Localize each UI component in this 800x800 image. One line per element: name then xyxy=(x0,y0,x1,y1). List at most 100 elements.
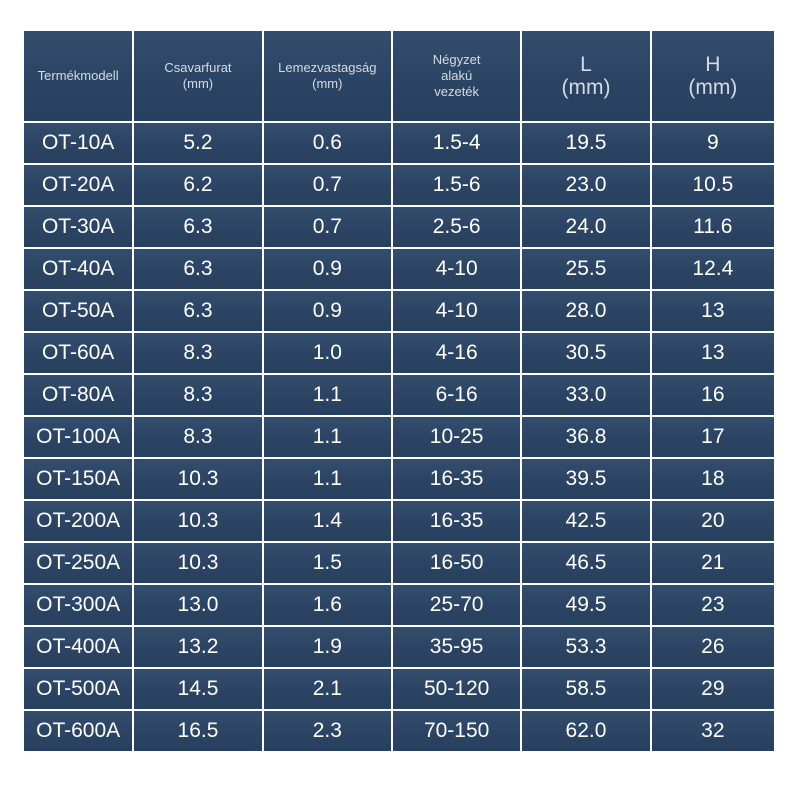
cell-length: 49.5 xyxy=(522,585,650,625)
cell-screw-hole: 5.2 xyxy=(134,123,262,163)
cell-square-wire: 16-35 xyxy=(392,501,521,541)
table-row: OT-30A 6.3 0.7 2.5-6 24.0 11.6 xyxy=(24,207,774,247)
cell-height: 17 xyxy=(651,417,774,457)
cell-model: OT-30A xyxy=(24,207,133,247)
spec-table-container: Termékmodell Csavarfurat (mm) Lemezvasta… xyxy=(24,31,778,769)
table-body: OT-10A 5.2 0.6 1.5-4 19.5 9 OT-20A 6.2 0.7 1.5-6 2… xyxy=(24,123,774,751)
cell-model: OT-600A xyxy=(24,711,133,751)
cell-height: 16 xyxy=(651,375,774,415)
cell-height: 21 xyxy=(651,543,774,583)
cell-screw-hole: 6.3 xyxy=(134,249,262,289)
cell-screw-hole: 8.3 xyxy=(134,375,262,415)
cell-height: 12.4 xyxy=(651,249,774,289)
cell-plate-thickness: 1.1 xyxy=(263,417,391,457)
cell-model: OT-400A xyxy=(24,627,133,667)
cell-plate-thickness: 1.1 xyxy=(263,459,391,499)
cell-height: 26 xyxy=(651,627,774,667)
cell-model: OT-100A xyxy=(24,417,133,457)
cell-model: OT-60A xyxy=(24,333,133,373)
cell-plate-thickness: 1.9 xyxy=(263,627,391,667)
table-row: OT-250A 10.3 1.5 16-50 46.5 21 xyxy=(24,543,774,583)
cell-square-wire: 16-50 xyxy=(392,543,521,583)
cell-screw-hole: 8.3 xyxy=(134,333,262,373)
cell-screw-hole: 10.3 xyxy=(134,459,262,499)
cell-plate-thickness: 0.7 xyxy=(263,207,391,247)
header-height: H (mm) xyxy=(651,31,774,121)
cell-square-wire: 4-10 xyxy=(392,249,521,289)
header-unit: (mm) xyxy=(182,76,214,91)
table-row: OT-10A 5.2 0.6 1.5-4 19.5 9 xyxy=(24,123,774,163)
cell-screw-hole: 13.0 xyxy=(134,585,262,625)
table-row: OT-40A 6.3 0.9 4-10 25.5 12.4 xyxy=(24,249,774,289)
header-label: vezeték xyxy=(434,84,480,100)
cell-height: 20 xyxy=(651,501,774,541)
header-label: Csavarfurat xyxy=(164,59,232,75)
header-screw-hole: Csavarfurat (mm) xyxy=(134,31,262,121)
cell-square-wire: 10-25 xyxy=(392,417,521,457)
table-row: OT-150A 10.3 1.1 16-35 39.5 18 xyxy=(24,459,774,499)
cell-model: OT-150A xyxy=(24,459,133,499)
cell-square-wire: 16-35 xyxy=(392,459,521,499)
cell-length: 53.3 xyxy=(522,627,650,667)
header-label: Lemezvastagság xyxy=(278,59,377,75)
cell-screw-hole: 6.2 xyxy=(134,165,262,205)
cell-plate-thickness: 2.1 xyxy=(263,669,391,709)
cell-plate-thickness: 2.3 xyxy=(263,711,391,751)
cell-model: OT-500A xyxy=(24,669,133,709)
cell-height: 10.5 xyxy=(651,165,774,205)
table-row: OT-100A 8.3 1.1 10-25 36.8 17 xyxy=(24,417,774,457)
cell-plate-thickness: 0.7 xyxy=(263,165,391,205)
header-square-wire: Négyzet alakú vezeték xyxy=(392,31,521,121)
cell-model: OT-20A xyxy=(24,165,133,205)
cell-plate-thickness: 1.5 xyxy=(263,543,391,583)
cell-length: 62.0 xyxy=(522,711,650,751)
cell-height: 13 xyxy=(651,291,774,331)
cell-square-wire: 25-70 xyxy=(392,585,521,625)
cell-model: OT-80A xyxy=(24,375,133,415)
cell-length: 23.0 xyxy=(522,165,650,205)
header-label: L xyxy=(580,52,592,76)
cell-plate-thickness: 1.6 xyxy=(263,585,391,625)
cell-screw-hole: 14.5 xyxy=(134,669,262,709)
cell-plate-thickness: 0.6 xyxy=(263,123,391,163)
table-row: OT-300A 13.0 1.6 25-70 49.5 23 xyxy=(24,585,774,625)
cell-square-wire: 1.5-6 xyxy=(392,165,521,205)
cell-model: OT-300A xyxy=(24,585,133,625)
cell-square-wire: 1.5-4 xyxy=(392,123,521,163)
cell-screw-hole: 10.3 xyxy=(134,543,262,583)
cell-screw-hole: 16.5 xyxy=(134,711,262,751)
header-row: Termékmodell Csavarfurat (mm) Lemezvasta… xyxy=(24,31,774,121)
cell-screw-hole: 6.3 xyxy=(134,291,262,331)
header-label: Termékmodell xyxy=(37,67,119,83)
cell-plate-thickness: 1.0 xyxy=(263,333,391,373)
table-row: OT-200A 10.3 1.4 16-35 42.5 20 xyxy=(24,501,774,541)
cell-length: 46.5 xyxy=(522,543,650,583)
cell-square-wire: 6-16 xyxy=(392,375,521,415)
cell-height: 13 xyxy=(651,333,774,373)
cell-screw-hole: 13.2 xyxy=(134,627,262,667)
header-plate-thickness: Lemezvastagság (mm) xyxy=(263,31,391,121)
cell-length: 33.0 xyxy=(522,375,650,415)
cell-length: 28.0 xyxy=(522,291,650,331)
cell-height: 32 xyxy=(651,711,774,751)
cell-model: OT-10A xyxy=(24,123,133,163)
header-label: alakú xyxy=(441,67,473,83)
header-product-model: Termékmodell xyxy=(24,31,133,121)
table-row: OT-80A 8.3 1.1 6-16 33.0 16 xyxy=(24,375,774,415)
cell-height: 11.6 xyxy=(651,207,774,247)
cell-height: 9 xyxy=(651,123,774,163)
cell-length: 42.5 xyxy=(522,501,650,541)
cell-square-wire: 70-150 xyxy=(392,711,521,751)
cell-plate-thickness: 0.9 xyxy=(263,249,391,289)
header-label: H xyxy=(705,52,721,76)
cell-model: OT-50A xyxy=(24,291,133,331)
cell-square-wire: 50-120 xyxy=(392,669,521,709)
table-row: OT-400A 13.2 1.9 35-95 53.3 26 xyxy=(24,627,774,667)
header-unit: (mm) xyxy=(561,76,611,99)
table-row: OT-600A 16.5 2.3 70-150 62.0 32 xyxy=(24,711,774,751)
spec-table: Termékmodell Csavarfurat (mm) Lemezvasta… xyxy=(22,29,776,753)
cell-model: OT-40A xyxy=(24,249,133,289)
cell-length: 58.5 xyxy=(522,669,650,709)
cell-model: OT-200A xyxy=(24,501,133,541)
cell-plate-thickness: 0.9 xyxy=(263,291,391,331)
